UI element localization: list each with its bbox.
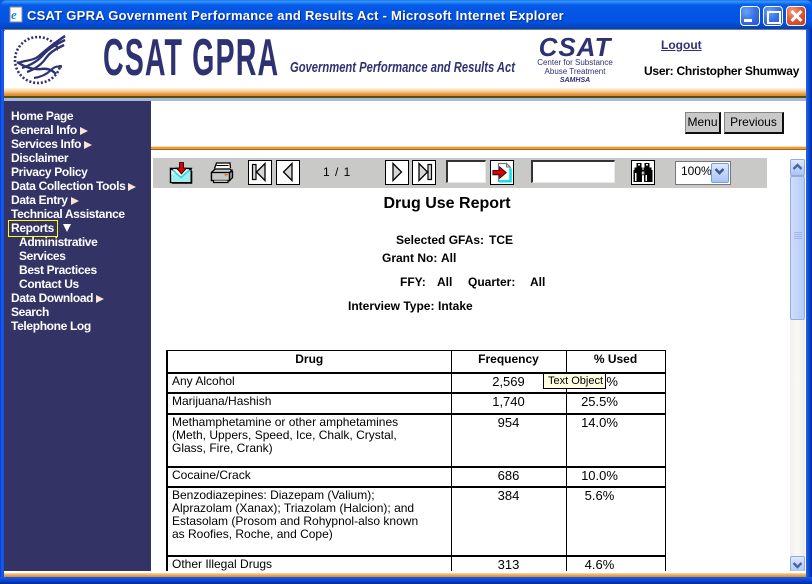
svg-text:e: e: [11, 7, 17, 22]
